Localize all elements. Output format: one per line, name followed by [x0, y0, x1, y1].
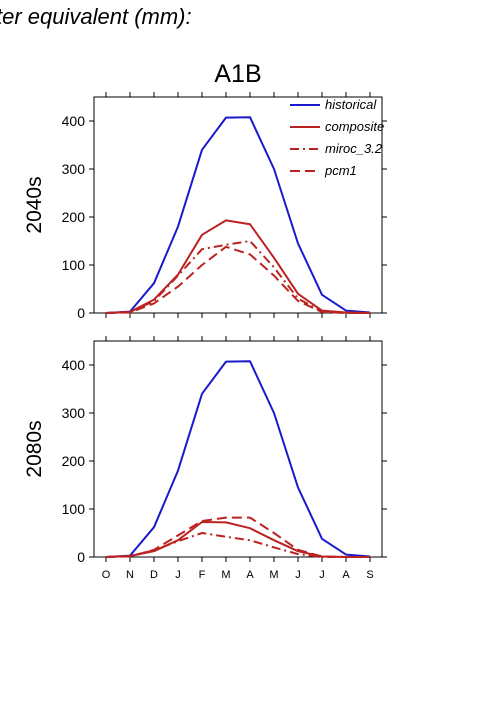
y-tick-label: 0 [77, 549, 85, 565]
chart-panel-1: 0 100 200 300 400 O N D J F M A M J J A S 2080s [23, 336, 387, 581]
x-tick-label: D [150, 569, 158, 581]
x-tick-label: A [342, 569, 350, 581]
y-tick-label: 400 [62, 357, 86, 373]
x-tick-label: J [175, 569, 181, 581]
y-tick-label: 100 [62, 257, 86, 273]
series-line-miroc-3-2 [105, 240, 370, 314]
x-tick-label: N [126, 569, 134, 581]
legend-label: composite [325, 119, 384, 134]
x-tick-label: O [102, 569, 111, 581]
series-line-pcm1 [105, 245, 370, 314]
chart-title: A1B [214, 60, 261, 88]
y-tick-label: 200 [62, 453, 86, 469]
plot-frame [93, 96, 383, 314]
legend-label: pcm1 [324, 163, 357, 178]
x-tick-label: F [199, 569, 206, 581]
chart-panel-0: 0 100 200 300 400 2040s A1B historical composite… [23, 60, 387, 321]
series-line-composite [105, 219, 371, 314]
x-tick-label: J [295, 569, 301, 581]
x-tick-label: M [269, 569, 278, 581]
series-line-historical [105, 360, 371, 558]
x-tick-label: M [221, 569, 230, 581]
x-tick-label: S [366, 569, 373, 581]
y-axis-label: 2040s [23, 176, 46, 233]
x-tick-label: J [319, 569, 325, 581]
series-line-historical [105, 116, 371, 314]
page-title-fragment: ter equivalent (mm): [0, 4, 192, 29]
y-tick-label: 300 [62, 405, 86, 421]
y-tick-label: 400 [62, 113, 86, 129]
x-tick-label: A [246, 569, 254, 581]
y-tick-label: 100 [62, 501, 86, 517]
plot-frame [93, 340, 383, 558]
y-tick-label: 0 [77, 305, 85, 321]
y-tick-label: 200 [62, 209, 86, 225]
y-tick-label: 300 [62, 161, 86, 177]
series-line-miroc-3-2 [105, 532, 370, 558]
y-axis-label: 2080s [23, 420, 46, 477]
legend-label: miroc_3.2 [325, 141, 383, 156]
series-line-pcm1 [105, 516, 370, 558]
legend-label: historical [325, 97, 377, 112]
